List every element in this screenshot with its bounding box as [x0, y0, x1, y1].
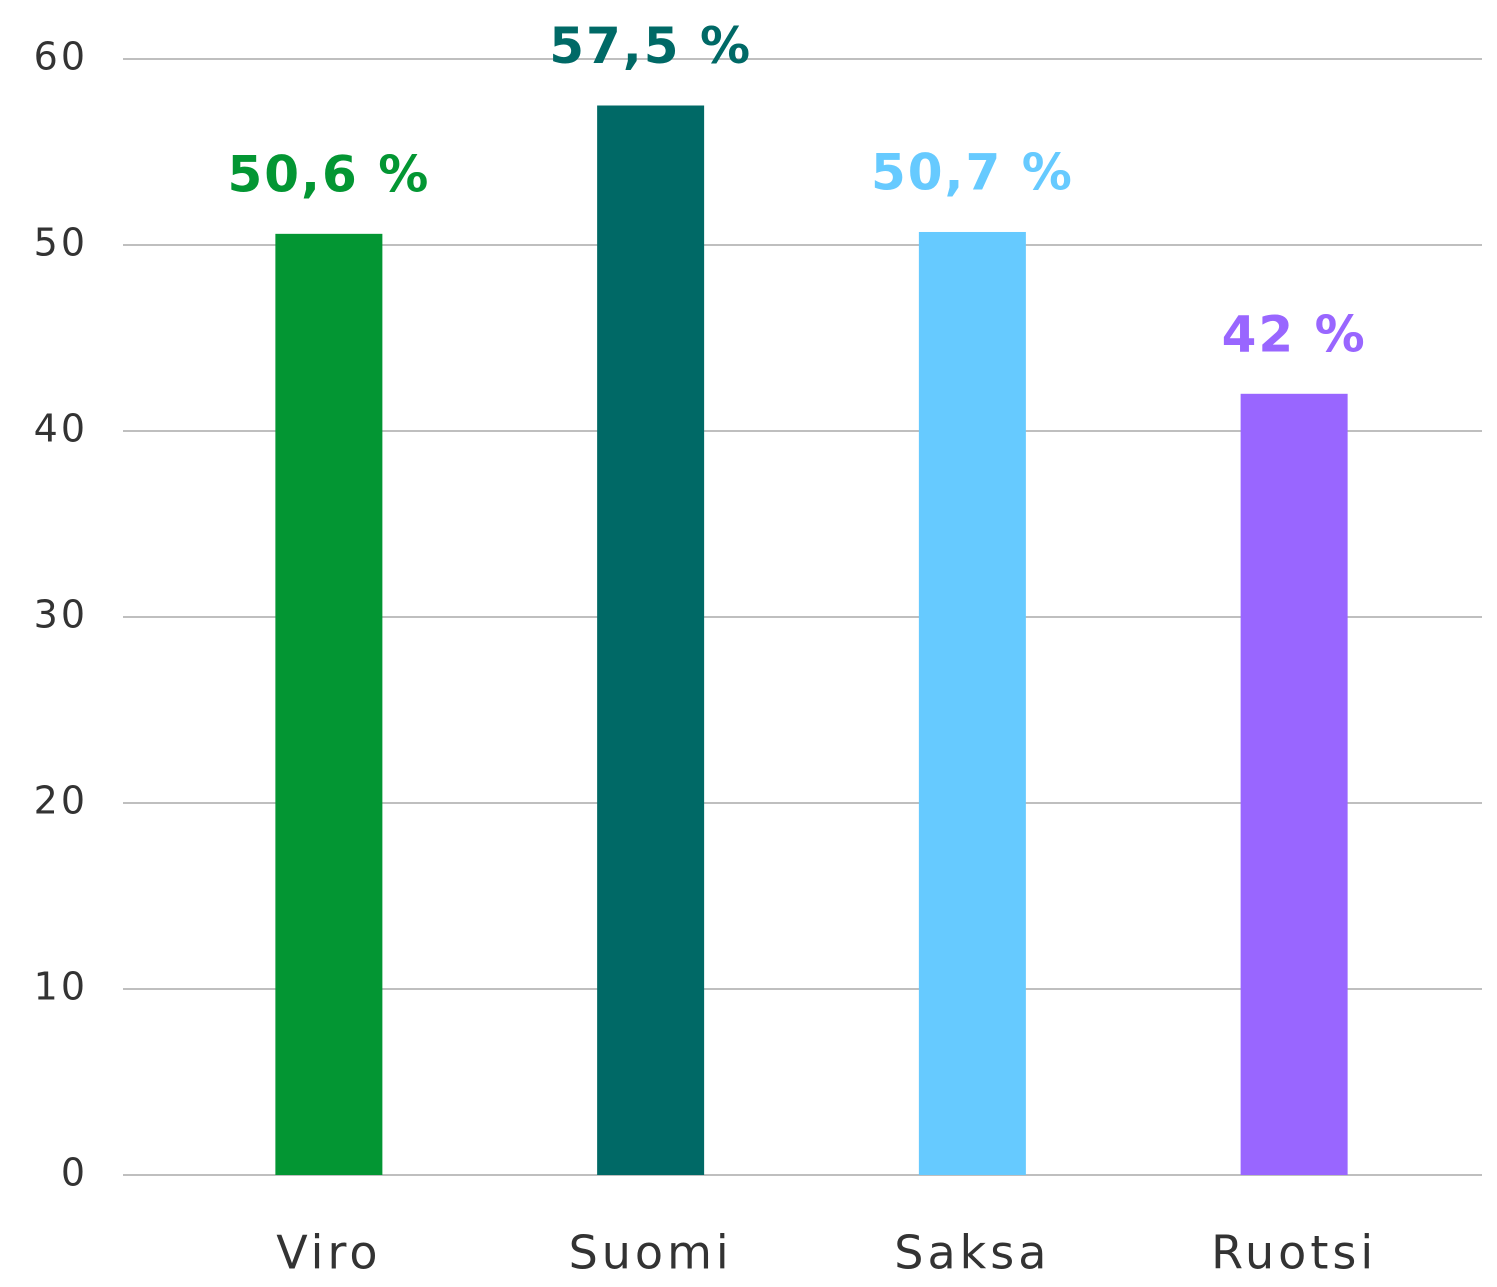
x-tick-label: Ruotsi [1211, 1226, 1377, 1280]
bar [1240, 393, 1348, 1175]
x-tick-label: Suomi [569, 1226, 733, 1280]
bar [597, 105, 705, 1175]
bar [918, 231, 1026, 1176]
x-tick-label: Saksa [894, 1226, 1050, 1280]
y-tick-label: 50 [34, 221, 88, 265]
value-label: 42 % [1222, 305, 1367, 363]
y-tick-label: 40 [34, 407, 88, 451]
y-tick-label: 0 [61, 1151, 88, 1195]
y-tick-label: 30 [34, 593, 88, 637]
y-tick-label: 60 [34, 35, 88, 79]
value-label: 57,5 % [549, 17, 752, 75]
x-tick-label: Viro [276, 1226, 381, 1280]
y-tick-label: 10 [34, 965, 88, 1009]
value-label: 50,6 % [227, 145, 430, 203]
value-label: 50,7 % [871, 143, 1074, 201]
bar [275, 233, 383, 1176]
y-tick-label: 20 [34, 779, 88, 823]
